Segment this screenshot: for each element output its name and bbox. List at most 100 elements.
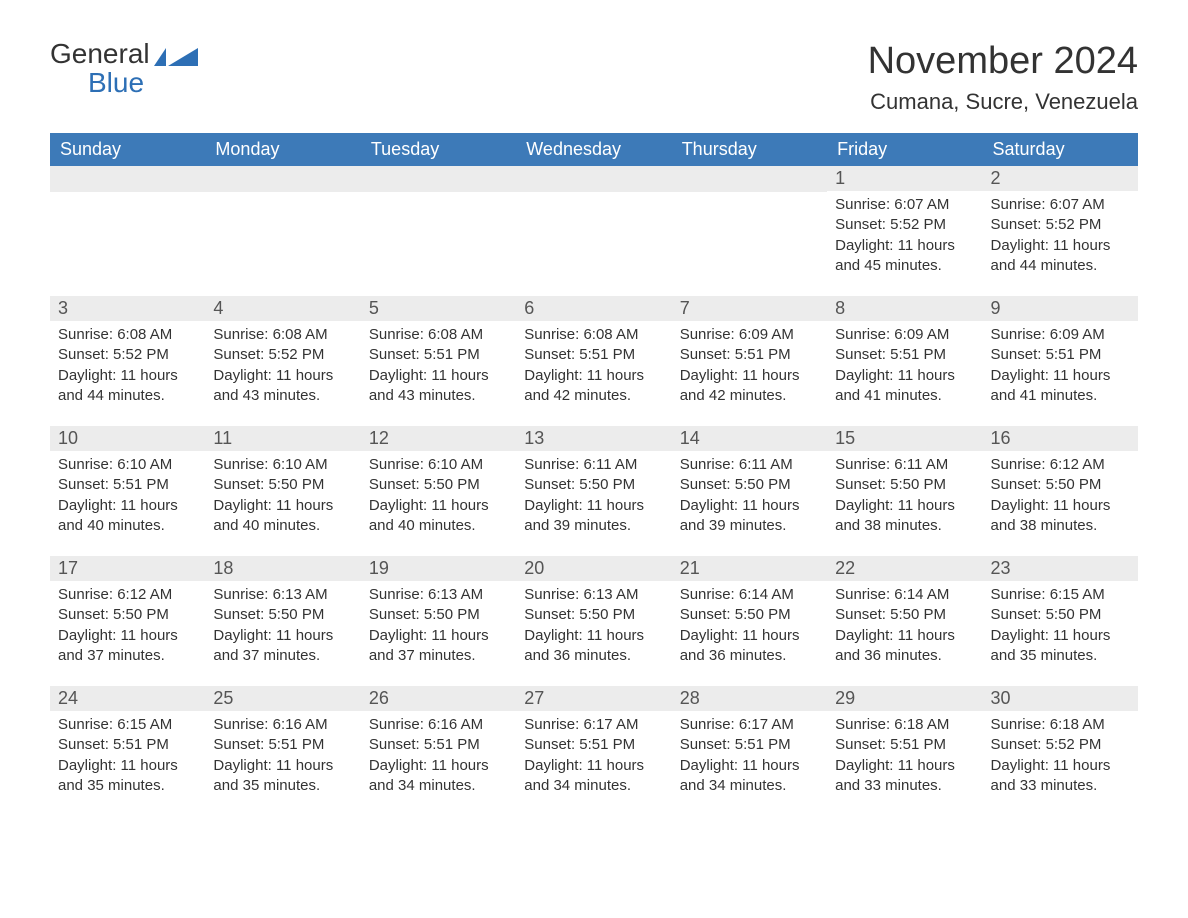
sunrise-text: Sunrise: 6:18 AM: [835, 715, 974, 735]
sunset-text: Sunset: 5:52 PM: [991, 215, 1130, 235]
sunrise-text: Sunrise: 6:16 AM: [213, 715, 352, 735]
calendar-day-cell: 17Sunrise: 6:12 AMSunset: 5:50 PMDayligh…: [50, 556, 205, 686]
day-number: 5: [361, 296, 516, 321]
day-details: Sunrise: 6:14 AMSunset: 5:50 PMDaylight:…: [827, 581, 982, 676]
daylight-text: Daylight: 11 hours and 39 minutes.: [680, 496, 819, 537]
sunrise-text: Sunrise: 6:14 AM: [680, 585, 819, 605]
daylight-text: Daylight: 11 hours and 44 minutes.: [58, 366, 197, 407]
day-details: Sunrise: 6:12 AMSunset: 5:50 PMDaylight:…: [983, 451, 1138, 546]
daylight-text: Daylight: 11 hours and 34 minutes.: [369, 756, 508, 797]
sunrise-text: Sunrise: 6:09 AM: [991, 325, 1130, 345]
daylight-text: Daylight: 11 hours and 39 minutes.: [524, 496, 663, 537]
day-details: Sunrise: 6:13 AMSunset: 5:50 PMDaylight:…: [516, 581, 671, 676]
logo-flag-icon: [154, 46, 198, 71]
day-number: 9: [983, 296, 1138, 321]
day-details: Sunrise: 6:09 AMSunset: 5:51 PMDaylight:…: [827, 321, 982, 416]
day-details: Sunrise: 6:11 AMSunset: 5:50 PMDaylight:…: [672, 451, 827, 546]
day-number: 30: [983, 686, 1138, 711]
day-details: Sunrise: 6:10 AMSunset: 5:50 PMDaylight:…: [361, 451, 516, 546]
sunset-text: Sunset: 5:50 PM: [369, 605, 508, 625]
sunrise-text: Sunrise: 6:11 AM: [524, 455, 663, 475]
sunset-text: Sunset: 5:52 PM: [991, 735, 1130, 755]
day-number: 17: [50, 556, 205, 581]
calendar-empty-cell: [672, 166, 827, 296]
sunrise-text: Sunrise: 6:07 AM: [991, 195, 1130, 215]
daylight-text: Daylight: 11 hours and 40 minutes.: [369, 496, 508, 537]
daylight-text: Daylight: 11 hours and 36 minutes.: [524, 626, 663, 667]
sunrise-text: Sunrise: 6:15 AM: [58, 715, 197, 735]
day-details: Sunrise: 6:14 AMSunset: 5:50 PMDaylight:…: [672, 581, 827, 676]
sunrise-text: Sunrise: 6:13 AM: [524, 585, 663, 605]
sunrise-text: Sunrise: 6:12 AM: [58, 585, 197, 605]
day-details: Sunrise: 6:13 AMSunset: 5:50 PMDaylight:…: [205, 581, 360, 676]
day-details: Sunrise: 6:18 AMSunset: 5:52 PMDaylight:…: [983, 711, 1138, 806]
sunrise-text: Sunrise: 6:08 AM: [369, 325, 508, 345]
calendar-day-cell: 10Sunrise: 6:10 AMSunset: 5:51 PMDayligh…: [50, 426, 205, 556]
calendar-week-row: 24Sunrise: 6:15 AMSunset: 5:51 PMDayligh…: [50, 686, 1138, 816]
weekday-header: Monday: [205, 133, 360, 166]
day-details: Sunrise: 6:08 AMSunset: 5:52 PMDaylight:…: [205, 321, 360, 416]
calendar-day-cell: 24Sunrise: 6:15 AMSunset: 5:51 PMDayligh…: [50, 686, 205, 816]
logo: General Blue: [50, 40, 198, 99]
empty-day-header: [361, 166, 516, 192]
day-number: 7: [672, 296, 827, 321]
calendar-empty-cell: [361, 166, 516, 296]
sunrise-text: Sunrise: 6:11 AM: [680, 455, 819, 475]
sunrise-text: Sunrise: 6:10 AM: [369, 455, 508, 475]
sunrise-text: Sunrise: 6:13 AM: [213, 585, 352, 605]
weekday-header: Wednesday: [516, 133, 671, 166]
sunrise-text: Sunrise: 6:09 AM: [680, 325, 819, 345]
calendar-day-cell: 28Sunrise: 6:17 AMSunset: 5:51 PMDayligh…: [672, 686, 827, 816]
daylight-text: Daylight: 11 hours and 36 minutes.: [835, 626, 974, 667]
day-details: Sunrise: 6:10 AMSunset: 5:51 PMDaylight:…: [50, 451, 205, 546]
sunset-text: Sunset: 5:50 PM: [835, 475, 974, 495]
day-details: Sunrise: 6:12 AMSunset: 5:50 PMDaylight:…: [50, 581, 205, 676]
calendar-day-cell: 27Sunrise: 6:17 AMSunset: 5:51 PMDayligh…: [516, 686, 671, 816]
sunrise-text: Sunrise: 6:08 AM: [213, 325, 352, 345]
location-subtitle: Cumana, Sucre, Venezuela: [868, 89, 1138, 115]
daylight-text: Daylight: 11 hours and 43 minutes.: [213, 366, 352, 407]
daylight-text: Daylight: 11 hours and 43 minutes.: [369, 366, 508, 407]
sunrise-text: Sunrise: 6:14 AM: [835, 585, 974, 605]
sunset-text: Sunset: 5:51 PM: [991, 345, 1130, 365]
calendar-empty-cell: [50, 166, 205, 296]
day-number: 20: [516, 556, 671, 581]
calendar-day-cell: 13Sunrise: 6:11 AMSunset: 5:50 PMDayligh…: [516, 426, 671, 556]
calendar-day-cell: 14Sunrise: 6:11 AMSunset: 5:50 PMDayligh…: [672, 426, 827, 556]
daylight-text: Daylight: 11 hours and 35 minutes.: [58, 756, 197, 797]
sunset-text: Sunset: 5:50 PM: [213, 475, 352, 495]
day-details: Sunrise: 6:16 AMSunset: 5:51 PMDaylight:…: [205, 711, 360, 806]
sunset-text: Sunset: 5:50 PM: [213, 605, 352, 625]
day-details: Sunrise: 6:13 AMSunset: 5:50 PMDaylight:…: [361, 581, 516, 676]
weekday-header: Sunday: [50, 133, 205, 166]
calendar-header-row: SundayMondayTuesdayWednesdayThursdayFrid…: [50, 133, 1138, 166]
calendar-day-cell: 18Sunrise: 6:13 AMSunset: 5:50 PMDayligh…: [205, 556, 360, 686]
sunset-text: Sunset: 5:50 PM: [369, 475, 508, 495]
day-details: Sunrise: 6:17 AMSunset: 5:51 PMDaylight:…: [672, 711, 827, 806]
daylight-text: Daylight: 11 hours and 38 minutes.: [991, 496, 1130, 537]
day-number: 16: [983, 426, 1138, 451]
sunrise-text: Sunrise: 6:10 AM: [213, 455, 352, 475]
daylight-text: Daylight: 11 hours and 40 minutes.: [213, 496, 352, 537]
sunrise-text: Sunrise: 6:10 AM: [58, 455, 197, 475]
daylight-text: Daylight: 11 hours and 45 minutes.: [835, 236, 974, 277]
daylight-text: Daylight: 11 hours and 37 minutes.: [58, 626, 197, 667]
daylight-text: Daylight: 11 hours and 34 minutes.: [680, 756, 819, 797]
day-details: Sunrise: 6:08 AMSunset: 5:51 PMDaylight:…: [516, 321, 671, 416]
weekday-header: Tuesday: [361, 133, 516, 166]
sunrise-text: Sunrise: 6:13 AM: [369, 585, 508, 605]
sunset-text: Sunset: 5:52 PM: [58, 345, 197, 365]
calendar-week-row: 1 Sunrise: 6:07 AMSunset: 5:52 PM Daylight…: [50, 166, 1138, 296]
calendar-day-cell: 11Sunrise: 6:10 AMSunset: 5:50 PMDayligh…: [205, 426, 360, 556]
day-number: 1: [827, 166, 982, 191]
day-number: 12: [361, 426, 516, 451]
daylight-text: Daylight: 11 hours and 33 minutes.: [835, 756, 974, 797]
weekday-header: Friday: [827, 133, 982, 166]
day-number: 14: [672, 426, 827, 451]
calendar-week-row: 17Sunrise: 6:12 AMSunset: 5:50 PMDayligh…: [50, 556, 1138, 686]
logo-word2: Blue: [88, 67, 198, 99]
day-number: 6: [516, 296, 671, 321]
daylight-text: Daylight: 11 hours and 42 minutes.: [524, 366, 663, 407]
day-number: 27: [516, 686, 671, 711]
calendar-day-cell: 8Sunrise: 6:09 AMSunset: 5:51 PMDaylight…: [827, 296, 982, 426]
